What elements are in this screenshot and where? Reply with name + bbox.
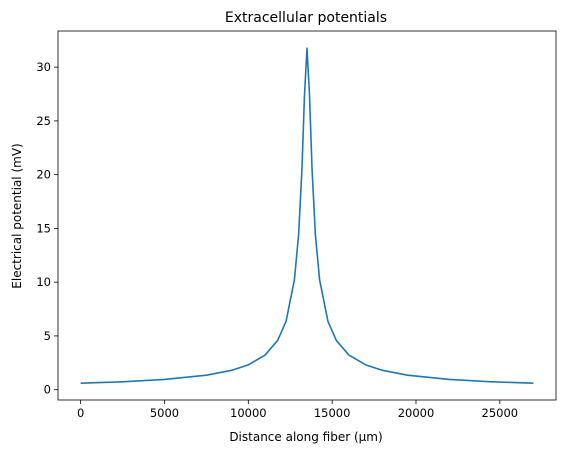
x-tick-label: 0 [77, 406, 84, 420]
x-tick-label: 10000 [230, 406, 267, 420]
y-tick-label: 25 [36, 114, 51, 128]
x-tick-label: 15000 [314, 406, 351, 420]
x-tick-label: 20000 [398, 406, 435, 420]
data-line [80, 47, 534, 385]
y-tick-label: 30 [36, 60, 51, 74]
y-tick-label: 15 [36, 221, 51, 235]
y-tick-label: 0 [44, 383, 51, 397]
y-tick-label: 10 [36, 275, 51, 289]
y-tick-label: 5 [44, 329, 51, 343]
x-tick-label: 25000 [482, 406, 519, 420]
y-tick-label: 20 [36, 168, 51, 182]
plot-frame [57, 30, 557, 401]
x-axis-label: Distance along fiber (µm) [229, 430, 382, 444]
chart-title: Extracellular potentials [225, 10, 387, 26]
x-tick-label: 5000 [150, 406, 179, 420]
y-axis-label: Electrical potential (mV) [10, 143, 24, 288]
